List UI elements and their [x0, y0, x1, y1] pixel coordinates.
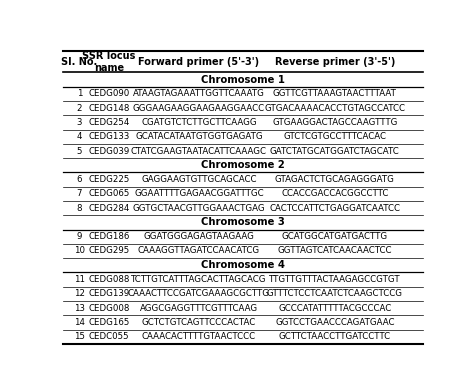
Text: Chromosome 4: Chromosome 4 [201, 260, 285, 270]
Text: SSR locus
name: SSR locus name [82, 51, 136, 73]
Text: 10: 10 [74, 246, 85, 255]
Text: CEDG284: CEDG284 [88, 204, 129, 213]
Text: CEDG088: CEDG088 [88, 275, 129, 284]
Text: 9: 9 [77, 232, 82, 241]
Text: CTATCGAAGTAATACATTCAAAGC: CTATCGAAGTAATACATTCAAAGC [131, 147, 267, 156]
Text: 4: 4 [77, 132, 82, 141]
Text: CEDG165: CEDG165 [88, 318, 129, 327]
Text: GAGGAAGTGTTGCAGCACC: GAGGAAGTGTTGCAGCACC [141, 175, 256, 184]
Text: CEDG148: CEDG148 [88, 104, 129, 113]
Text: CEDC055: CEDC055 [89, 332, 129, 341]
Text: GTTTCTCCTCAATCTCAAGCTCCG: GTTTCTCCTCAATCTCAAGCTCCG [267, 289, 403, 298]
Text: GGTTAGTCATCAACAACTCC: GGTTAGTCATCAACAACTCC [277, 246, 392, 255]
Text: 14: 14 [74, 318, 85, 327]
Text: Chromosome 2: Chromosome 2 [201, 160, 285, 170]
Text: 12: 12 [74, 289, 85, 298]
Text: TTGTTGTTTACTAAGAGCCGTGT: TTGTTGTTTACTAAGAGCCGTGT [269, 275, 401, 284]
Text: GTCTCGTGCCTTTCACAC: GTCTCGTGCCTTTCACAC [283, 132, 386, 141]
Text: CEDG065: CEDG065 [88, 189, 129, 198]
Text: CEDG008: CEDG008 [88, 304, 129, 313]
Text: GTGAAGGACTAGCCAAGTTTG: GTGAAGGACTAGCCAAGTTTG [272, 118, 398, 127]
Text: 1: 1 [77, 89, 82, 99]
Text: CAAACACTTTTGTAACTCCC: CAAACACTTTTGTAACTCCC [142, 332, 256, 341]
Text: GCCCATATTTTTACGCCCAC: GCCCATATTTTTACGCCCAC [278, 304, 392, 313]
Text: GGTCCTGAACCCAGATGAAC: GGTCCTGAACCCAGATGAAC [275, 318, 394, 327]
Text: CEDG039: CEDG039 [88, 147, 129, 156]
Text: 11: 11 [74, 275, 85, 284]
Text: GCATACATAATGTGGTGAGATG: GCATACATAATGTGGTGAGATG [135, 132, 263, 141]
Text: GTAGACTCTGCAGAGGGATG: GTAGACTCTGCAGAGGGATG [275, 175, 395, 184]
Text: CEDG133: CEDG133 [88, 132, 129, 141]
Text: AGGCGAGGTTTCGTTTCAAG: AGGCGAGGTTTCGTTTCAAG [140, 304, 258, 313]
Text: Reverse primer (3'-5'): Reverse primer (3'-5') [274, 57, 395, 67]
Text: CACTCCATTCTGAGGATCAATCC: CACTCCATTCTGAGGATCAATCC [269, 204, 400, 213]
Text: 7: 7 [77, 189, 82, 198]
Text: GGATGGGAGAGTAAGAAG: GGATGGGAGAGTAAGAAG [144, 232, 254, 241]
Text: ATAAGTAGAAATTGGTTCAAATG: ATAAGTAGAAATTGGTTCAAATG [133, 89, 265, 99]
Text: CEDG295: CEDG295 [88, 246, 129, 255]
Text: CAAAGGTTAGATCCAACATCG: CAAAGGTTAGATCCAACATCG [138, 246, 260, 255]
Text: CCACCGACCACGGCCTTC: CCACCGACCACGGCCTTC [281, 189, 389, 198]
Text: TCTTGTCATTTAGCACTTAGCACG: TCTTGTCATTTAGCACTTAGCACG [131, 275, 266, 284]
Text: GCTCTGTCAGTTCCCACTAC: GCTCTGTCAGTTCCCACTAC [142, 318, 256, 327]
Text: GGTGCTAACGTTGGAAACTGAG: GGTGCTAACGTTGGAAACTGAG [133, 204, 265, 213]
Text: 15: 15 [74, 332, 85, 341]
Text: GGGAAGAAGGAAGAAGGAACC: GGGAAGAAGGAAGAAGGAACC [133, 104, 265, 113]
Text: 5: 5 [77, 147, 82, 156]
Text: CEDG225: CEDG225 [88, 175, 129, 184]
Text: 3: 3 [77, 118, 82, 127]
Text: CGATGTCTCTTGCTTCAAGG: CGATGTCTCTTGCTTCAAGG [141, 118, 256, 127]
Text: CEDG090: CEDG090 [88, 89, 129, 99]
Text: Forward primer (5'-3'): Forward primer (5'-3') [138, 57, 259, 67]
Text: Chromosome 1: Chromosome 1 [201, 74, 285, 85]
Text: GCTTCTAACCTTGATCCTTC: GCTTCTAACCTTGATCCTTC [279, 332, 391, 341]
Text: 13: 13 [74, 304, 85, 313]
Text: GATCTATGCATGGATCTAGCATC: GATCTATGCATGGATCTAGCATC [270, 147, 400, 156]
Text: 6: 6 [77, 175, 82, 184]
Text: Sl. No.: Sl. No. [61, 57, 98, 67]
Text: CEDG139: CEDG139 [88, 289, 129, 298]
Text: CEDG254: CEDG254 [88, 118, 129, 127]
Text: GGTTCGTTAAAGTAACTTTAAT: GGTTCGTTAAAGTAACTTTAAT [273, 89, 397, 99]
Text: 2: 2 [77, 104, 82, 113]
Text: 8: 8 [77, 204, 82, 213]
Text: GCATGGCATGATGACTTG: GCATGGCATGATGACTTG [282, 232, 388, 241]
Text: GGAATTTTGAGAACGGATTTGC: GGAATTTTGAGAACGGATTTGC [134, 189, 264, 198]
Text: Chromosome 3: Chromosome 3 [201, 217, 285, 227]
Text: CEDG186: CEDG186 [88, 232, 129, 241]
Text: CAAACTTCCGATCGAAAGCGCTTG: CAAACTTCCGATCGAAAGCGCTTG [128, 289, 270, 298]
Text: GTGACAAAACACCTGTAGCCATCC: GTGACAAAACACCTGTAGCCATCC [264, 104, 405, 113]
